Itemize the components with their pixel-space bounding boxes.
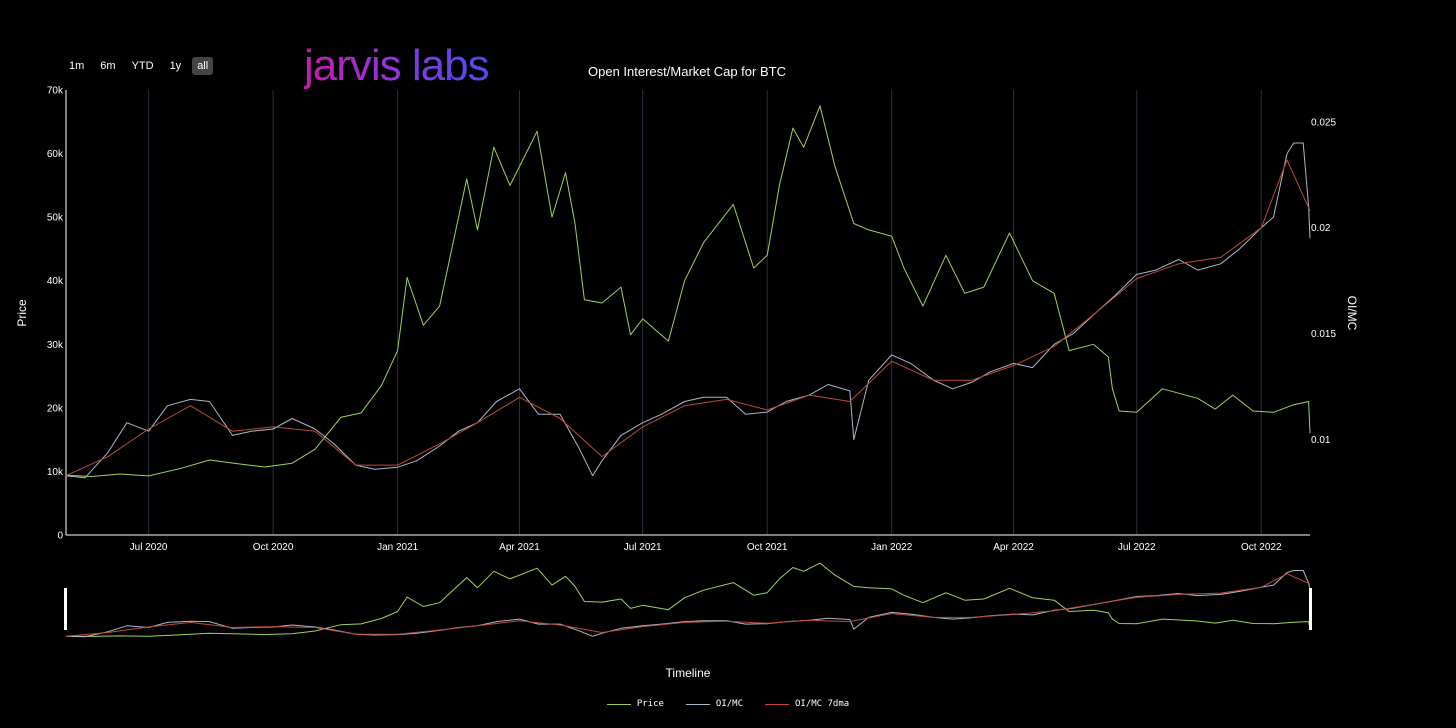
x-tick-label: Jan 2022 xyxy=(871,542,913,553)
x-tick-label: Apr 2022 xyxy=(993,542,1034,553)
navigator-line-oi-mc-7dma xyxy=(65,573,1311,637)
x-tick-label: Oct 2022 xyxy=(1241,542,1282,553)
y2-tick-label: 0.015 xyxy=(1311,329,1336,340)
legend-item-oi-mc-7dma[interactable]: OI/MC 7dma xyxy=(765,699,849,709)
y-tick-label: 10k xyxy=(47,467,64,478)
y-tick-label: 50k xyxy=(47,213,64,224)
range-selector: 1m 6m YTD 1y all xyxy=(64,57,214,75)
x-axis-title: Timeline xyxy=(665,666,711,680)
legend-label: OI/MC 7dma xyxy=(795,699,850,709)
legend-swatch xyxy=(685,703,710,705)
x-tick-label: Jul 2020 xyxy=(130,542,168,553)
y2-tick-label: 0.025 xyxy=(1311,117,1336,128)
legend-item-oi-mc[interactable]: OI/MC xyxy=(685,699,743,709)
chart-title: Open Interest/Market Cap for BTC xyxy=(588,64,786,79)
y2-tick-label: 0.01 xyxy=(1311,435,1331,446)
range-button-6m[interactable]: 6m xyxy=(100,60,116,72)
legend-label: OI/MC xyxy=(715,699,743,709)
x-tick-label: Jul 2021 xyxy=(624,542,662,553)
range-button-all[interactable]: all xyxy=(192,57,214,75)
range-handle-left xyxy=(64,588,67,630)
y-tick-label: 20k xyxy=(47,403,64,414)
legend-swatch xyxy=(606,703,631,705)
y2-axis-title: OI/MC xyxy=(1345,296,1359,331)
legend-swatch xyxy=(765,703,789,705)
y-tick-label: 40k xyxy=(47,276,64,287)
range-button-ytd[interactable]: YTD xyxy=(131,60,154,72)
series-line-oi-mc xyxy=(65,142,1311,479)
range-button-1m[interactable]: 1m xyxy=(69,60,85,72)
navigator-line-price xyxy=(65,562,1311,637)
series-line-oi-mc-7dma xyxy=(65,159,1311,477)
y-tick-label: 0 xyxy=(57,531,63,542)
y-axis-title: Price xyxy=(15,299,29,327)
x-tick-label: Oct 2020 xyxy=(253,542,294,553)
series-line-price xyxy=(65,105,1311,477)
range-handle-right xyxy=(1309,588,1312,630)
x-tick-label: Oct 2021 xyxy=(747,542,788,553)
jarvis-labs-logo: jarvis labs xyxy=(304,41,490,90)
y-tick-label: 70k xyxy=(47,86,64,97)
y2-tick-label: 0.02 xyxy=(1311,223,1331,234)
legend: Price OI/MC OI/MC 7dma xyxy=(0,699,1456,709)
range-button-1y[interactable]: 1y xyxy=(169,60,182,72)
y-tick-label: 60k xyxy=(47,149,64,160)
x-tick-label: Apr 2021 xyxy=(499,542,540,553)
y-tick-label: 30k xyxy=(47,340,64,351)
x-tick-label: Jan 2021 xyxy=(377,542,419,553)
x-tick-label: Jul 2022 xyxy=(1118,542,1156,553)
legend-label: Price xyxy=(636,699,664,709)
legend-item-price[interactable]: Price xyxy=(606,699,664,709)
